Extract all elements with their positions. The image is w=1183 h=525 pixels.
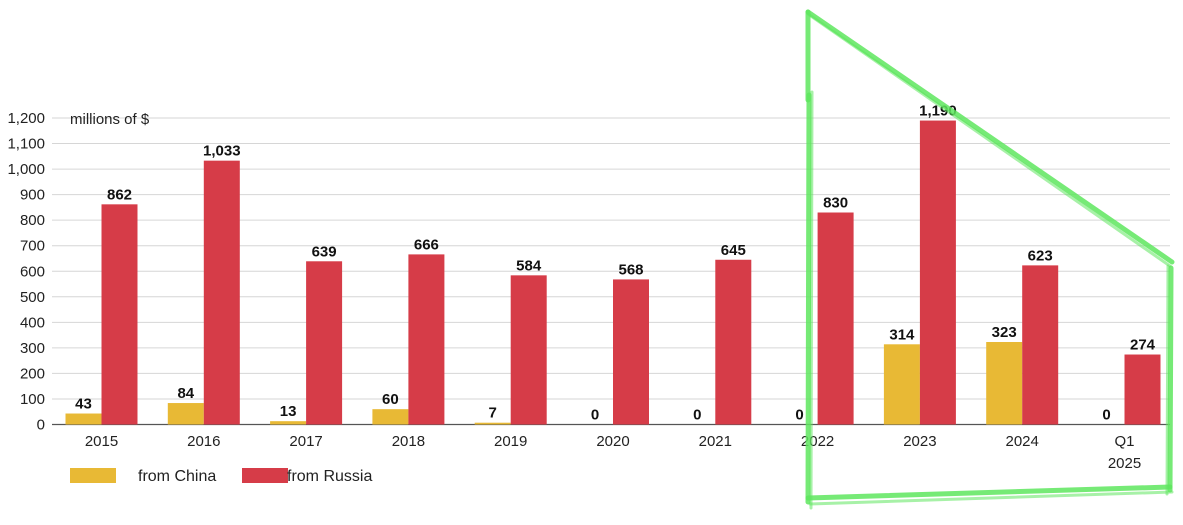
bar-from-china-2016 [167, 403, 204, 425]
data-label-from-russia-2020: 568 [618, 261, 643, 278]
data-label-from-russia-2022: 830 [823, 195, 848, 212]
highlight-stroke [806, 12, 1172, 268]
highlight-stroke [1167, 265, 1174, 493]
bar-from-china-2015 [65, 413, 102, 425]
bar-from-russia-2024 [1022, 265, 1059, 425]
legend: from China from Russia [70, 468, 372, 485]
legend-label-china: from China [138, 468, 216, 485]
data-label-from-china-2018: 60 [382, 391, 399, 408]
bar-from-russia-2020 [613, 279, 649, 425]
legend-swatch-china [70, 468, 116, 483]
x-tick-label-2023: 2023 [903, 433, 936, 450]
bar-from-russia-2017 [306, 261, 343, 425]
y-tick-label-500: 500 [20, 289, 45, 306]
bar-from-russia-2015 [101, 204, 138, 425]
data-label-from-china-2024: 323 [992, 324, 1017, 341]
x-tick-label-2019: 2019 [494, 433, 527, 450]
y-tick-label-600: 600 [20, 263, 45, 280]
bar-from-russia-2018 [408, 254, 445, 425]
y-tick-label-0: 0 [37, 417, 45, 434]
bar-from-russia-2021 [715, 259, 752, 425]
x-tick-label-2016: 2016 [187, 433, 220, 450]
bar-from-russia-q1-2025 [1124, 354, 1161, 425]
data-label-from-china-2021: 0 [693, 407, 701, 424]
data-label-from-russia-2019: 584 [516, 257, 542, 274]
highlight-stroke [809, 90, 814, 510]
y-tick-label-800: 800 [20, 212, 45, 229]
data-label-from-china-2020: 0 [591, 407, 599, 424]
bar-from-china-2019 [474, 422, 511, 425]
x-tick-label-2020: 2020 [596, 433, 629, 450]
bars [65, 120, 1161, 425]
data-label-from-russia-q1-2025: 274 [1130, 337, 1156, 354]
data-label-from-china-2023: 314 [889, 326, 915, 343]
data-label-from-china-2017: 13 [280, 403, 297, 420]
y-tick-label-900: 900 [20, 187, 45, 204]
bar-from-china-2017 [270, 421, 307, 425]
bar-from-china-2024 [986, 342, 1023, 425]
x-tick-label-2018: 2018 [392, 433, 425, 450]
data-label-from-china-2015: 43 [75, 396, 92, 413]
y-tick-label-700: 700 [20, 238, 45, 255]
data-label-from-russia-2015: 862 [107, 186, 132, 203]
bar-from-china-2018 [372, 409, 409, 425]
data-label-from-russia-2017: 639 [312, 243, 337, 260]
bar-from-russia-2016 [203, 160, 240, 425]
legend-swatch-russia [242, 468, 288, 483]
data-label-from-russia-2021: 645 [721, 242, 746, 259]
legend-label-russia: from Russia [287, 468, 372, 485]
y-tick-label-200: 200 [20, 365, 45, 382]
y-tick-label-300: 300 [20, 340, 45, 357]
data-label-from-china-2016: 84 [177, 385, 194, 402]
y-tick-label-1000: 1,000 [7, 161, 45, 178]
data-label-from-china-2019: 7 [489, 405, 497, 422]
x-tick-label-2024: 2024 [1006, 433, 1039, 450]
y-axis-unit-label: millions of $ [70, 111, 150, 128]
x-tick-label-2015: 2015 [85, 433, 118, 450]
highlight-stroke [1165, 264, 1170, 496]
y-tick-label-100: 100 [20, 391, 45, 408]
x-tick-label-q1-2025: Q1 2025 [1108, 433, 1141, 472]
y-tick-label-1100: 1,100 [7, 136, 45, 153]
y-tick-label-1200: 1,200 [7, 110, 45, 127]
highlight-stroke [805, 484, 1173, 501]
x-tick-label-2021: 2021 [699, 433, 732, 450]
data-label-from-china-q1-2025: 0 [1102, 407, 1110, 424]
x-tick-label-2017: 2017 [289, 433, 322, 450]
data-label-from-russia-2018: 666 [414, 236, 439, 253]
y-tick-label-400: 400 [20, 314, 45, 331]
bar-from-china-2023 [883, 344, 920, 425]
highlight-stroke [808, 490, 1174, 506]
x-axis-ticks: 2015 2016 2017 2018 2019 2020 2021 2022 2023 2024… [85, 433, 1141, 472]
bar-from-russia-2023 [919, 120, 956, 425]
highlight-stroke [805, 92, 812, 505]
data-label-from-russia-2016: 1,033 [203, 143, 241, 160]
data-labels: 43 862 84 1,033 13 639 60 666 7 584 0 568 0 645 0 830 31… [75, 103, 1156, 424]
data-label-from-russia-2024: 623 [1028, 247, 1053, 264]
highlight-stroke [805, 9, 1175, 265]
highlight-annotation [805, 9, 1175, 510]
bar-from-russia-2022 [817, 212, 854, 425]
data-label-from-china-2022: 0 [795, 407, 803, 424]
y-axis-ticks: 0 100 200 300 400 500 600 700 800 900 1,000 1,100 1,… [7, 110, 45, 434]
bar-from-russia-2019 [510, 275, 547, 425]
